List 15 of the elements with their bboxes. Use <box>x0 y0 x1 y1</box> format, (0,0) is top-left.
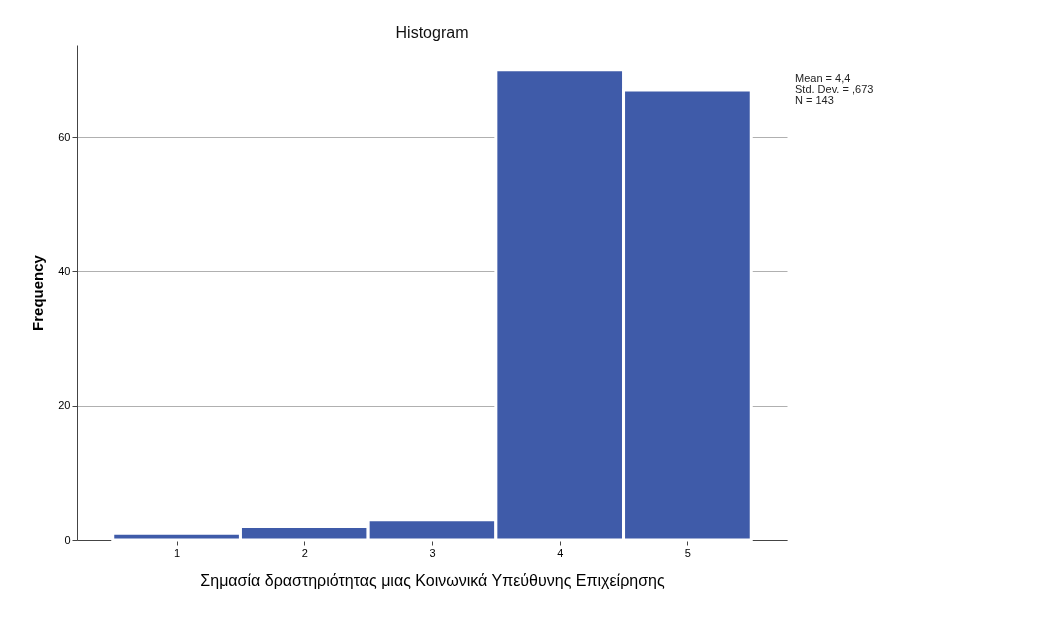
y-tick-label: 0 <box>64 533 71 546</box>
text: Std. Dev. = ,673 <box>795 83 874 95</box>
x-tick-label: 4 <box>557 546 564 559</box>
y-tick-label: 60 <box>58 130 71 143</box>
x-tick-label: 3 <box>429 546 436 559</box>
x-axis-title: Σημασία δραστηριότητας μιας Κοινωνικά Υπεύθυνης Επιχείρησης <box>200 571 665 589</box>
chart-title: Histogram <box>395 24 469 41</box>
y-tick-label: 40 <box>58 264 71 277</box>
text: Mean = 4,4 <box>795 72 851 84</box>
x-tick-label: 1 <box>174 546 181 559</box>
x-tick-label: 5 <box>684 546 691 559</box>
x-tick-label: 2 <box>301 546 308 559</box>
y-axis-title: Frequency <box>29 254 47 331</box>
y-tick-label: 20 <box>58 399 71 412</box>
text: N = 143 <box>795 94 834 106</box>
